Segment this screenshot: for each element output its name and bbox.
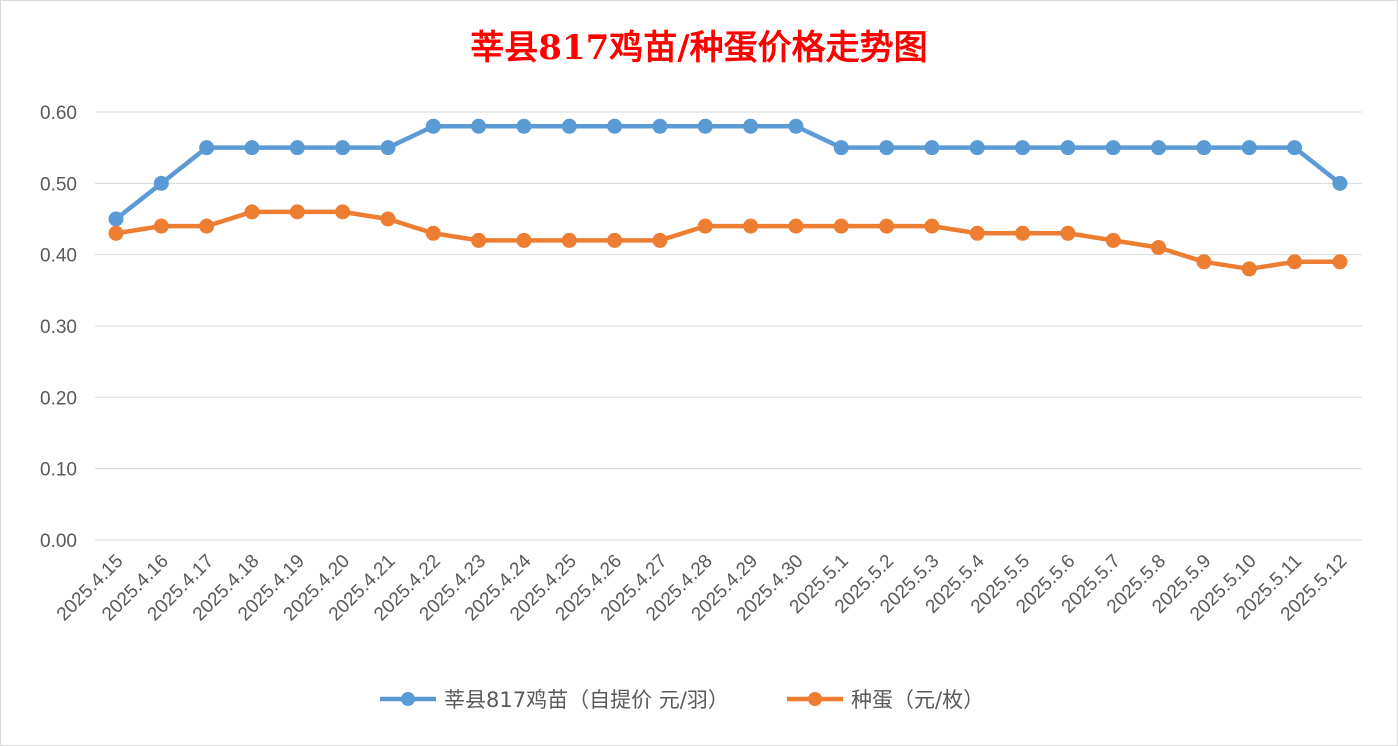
data-point [788, 118, 804, 134]
data-point [1105, 232, 1121, 248]
data-point [1196, 254, 1212, 270]
y-tick-label: 0.60 [40, 103, 77, 124]
data-point [199, 218, 215, 234]
data-point [425, 225, 441, 241]
data-point [652, 232, 668, 248]
legend-swatch-marker [808, 692, 822, 706]
data-point [1015, 225, 1031, 241]
series-line [113, 209, 1343, 272]
data-point [1332, 254, 1348, 270]
legend-label: 种蛋（元/枚） [851, 688, 984, 712]
y-tick-label: 0.40 [40, 246, 77, 267]
data-point [607, 118, 623, 134]
legend-entry: 种蛋（元/枚） [787, 688, 984, 712]
data-point [607, 232, 623, 248]
gridlines [95, 111, 1362, 541]
data-point [561, 232, 577, 248]
data-point [924, 218, 940, 234]
data-point [969, 140, 985, 156]
y-tick-label: 0.00 [40, 531, 77, 552]
data-point [788, 218, 804, 234]
y-tick-label: 0.50 [40, 174, 77, 195]
data-point [335, 204, 351, 220]
data-point [697, 218, 713, 234]
legend-swatch-marker [401, 692, 415, 706]
data-point [153, 218, 169, 234]
data-point [108, 211, 124, 227]
data-point [924, 140, 940, 156]
data-point [833, 218, 849, 234]
data-point [1105, 140, 1121, 156]
data-point [969, 225, 985, 241]
data-point [1015, 140, 1031, 156]
data-point [743, 218, 759, 234]
data-point [516, 232, 532, 248]
data-point [289, 204, 305, 220]
data-point [1287, 140, 1303, 156]
data-point [516, 118, 532, 134]
data-point [199, 140, 215, 156]
legend: 莘县817鸡苗（自提价 元/羽） 种蛋（元/枚） [380, 688, 984, 712]
data-point [1060, 225, 1076, 241]
y-tick-label: 0.20 [40, 388, 77, 409]
data-point [244, 140, 260, 156]
data-point [1241, 261, 1257, 277]
y-tick-label: 0.10 [40, 460, 77, 481]
data-point [425, 118, 441, 134]
data-point [561, 118, 577, 134]
data-point [879, 140, 895, 156]
data-point [380, 211, 396, 227]
chart-title: 莘县817鸡苗/种蛋价格走势图 [470, 28, 928, 68]
data-point [1287, 254, 1303, 270]
data-point [1060, 140, 1076, 156]
data-point [1241, 140, 1257, 156]
legend-entry: 莘县817鸡苗（自提价 元/羽） [380, 688, 729, 712]
data-point [1151, 140, 1167, 156]
x-axis-tick-labels: 2025.4.152025.4.162025.4.172025.4.182025… [53, 550, 1352, 625]
data-point [108, 225, 124, 241]
data-point [1332, 175, 1348, 191]
series-1 [108, 118, 1348, 227]
data-point [471, 118, 487, 134]
data-point [153, 175, 169, 191]
data-point [879, 218, 895, 234]
data-point [471, 232, 487, 248]
series-2 [108, 204, 1348, 277]
data-point [380, 140, 396, 156]
data-point [697, 118, 713, 134]
data-point [289, 140, 305, 156]
data-point [833, 140, 849, 156]
data-point [1151, 240, 1167, 256]
series-line [113, 124, 1343, 222]
data-point [335, 140, 351, 156]
data-point [743, 118, 759, 134]
legend-label: 莘县817鸡苗（自提价 元/羽） [444, 688, 729, 712]
data-point [1196, 140, 1212, 156]
series-layer [108, 118, 1348, 277]
y-axis-tick-labels: 0.00 0.10 0.20 0.30 0.40 0.50 0.60 [40, 103, 77, 552]
y-tick-label: 0.30 [40, 317, 77, 338]
data-point [652, 118, 668, 134]
data-point [244, 204, 260, 220]
